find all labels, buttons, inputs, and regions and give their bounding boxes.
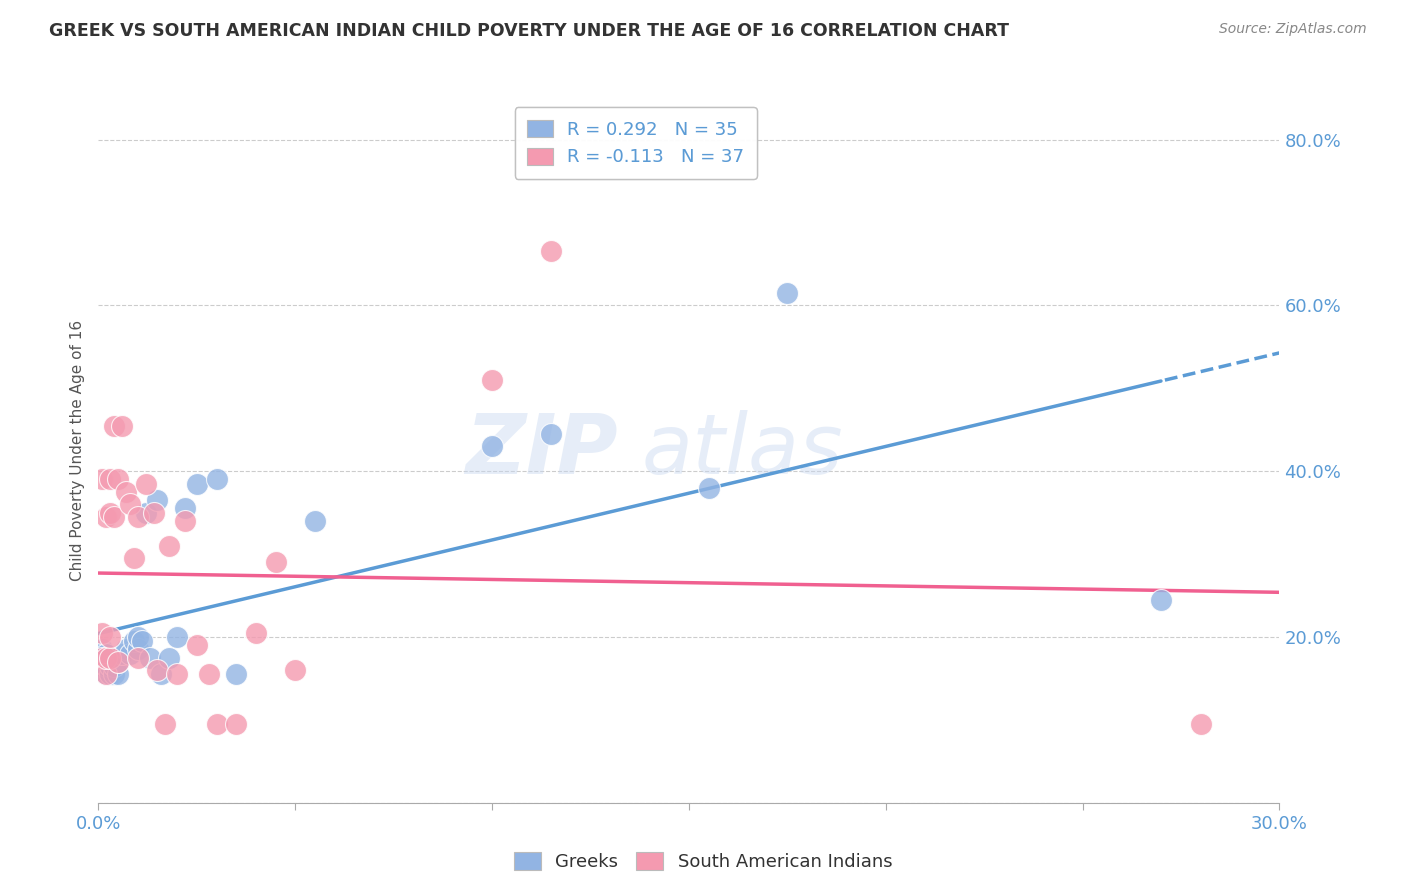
Point: [304, 514, 326, 528]
Point: [103, 667, 125, 681]
Point: [107, 667, 129, 681]
Point: [284, 663, 307, 677]
Point: [135, 476, 157, 491]
Point: [205, 473, 228, 487]
Point: [155, 717, 177, 731]
Point: [107, 655, 129, 669]
Point: [96, 659, 118, 673]
Point: [96, 647, 118, 661]
Point: [98, 650, 121, 665]
Point: [481, 439, 503, 453]
Point: [98, 650, 121, 665]
Point: [135, 506, 157, 520]
Point: [225, 717, 247, 731]
Point: [540, 244, 562, 259]
Point: [111, 647, 134, 661]
Text: Source: ZipAtlas.com: Source: ZipAtlas.com: [1219, 22, 1367, 37]
Point: [96, 650, 118, 665]
Point: [481, 373, 503, 387]
Point: [131, 634, 153, 648]
Point: [205, 717, 228, 731]
Point: [776, 285, 799, 300]
Point: [91, 625, 114, 640]
Text: atlas: atlas: [641, 410, 844, 491]
Point: [146, 663, 169, 677]
Point: [111, 418, 134, 433]
Point: [127, 650, 149, 665]
Point: [103, 509, 125, 524]
Point: [127, 642, 149, 657]
Point: [91, 473, 114, 487]
Point: [540, 426, 562, 441]
Point: [138, 650, 160, 665]
Point: [225, 667, 247, 681]
Point: [91, 642, 114, 657]
Point: [98, 473, 121, 487]
Point: [157, 539, 180, 553]
Point: [96, 667, 118, 681]
Point: [103, 659, 125, 673]
Point: [264, 555, 287, 569]
Point: [98, 659, 121, 673]
Point: [186, 476, 208, 491]
Point: [1189, 717, 1212, 731]
Point: [91, 650, 114, 665]
Point: [115, 642, 138, 657]
Legend: Greeks, South American Indians: Greeks, South American Indians: [506, 845, 900, 879]
Point: [107, 473, 129, 487]
Point: [186, 638, 208, 652]
Point: [127, 630, 149, 644]
Point: [127, 509, 149, 524]
Text: ZIP: ZIP: [465, 410, 619, 491]
Point: [115, 484, 138, 499]
Point: [142, 506, 165, 520]
Point: [166, 630, 188, 644]
Point: [157, 650, 180, 665]
Point: [174, 501, 197, 516]
Point: [146, 493, 169, 508]
Point: [197, 667, 219, 681]
Point: [174, 514, 197, 528]
Point: [96, 509, 118, 524]
Point: [1150, 592, 1173, 607]
Point: [245, 625, 267, 640]
Point: [98, 667, 121, 681]
Point: [91, 659, 114, 673]
Text: GREEK VS SOUTH AMERICAN INDIAN CHILD POVERTY UNDER THE AGE OF 16 CORRELATION CHA: GREEK VS SOUTH AMERICAN INDIAN CHILD POV…: [49, 22, 1010, 40]
Point: [122, 634, 145, 648]
Point: [107, 655, 129, 669]
Point: [103, 418, 125, 433]
Point: [166, 667, 188, 681]
Point: [118, 647, 141, 661]
Point: [697, 481, 720, 495]
Point: [118, 497, 141, 511]
Y-axis label: Child Poverty Under the Age of 16: Child Poverty Under the Age of 16: [70, 320, 86, 581]
Point: [98, 506, 121, 520]
Point: [122, 551, 145, 566]
Point: [96, 667, 118, 681]
Point: [98, 630, 121, 644]
Legend: R = 0.292   N = 35, R = -0.113   N = 37: R = 0.292 N = 35, R = -0.113 N = 37: [515, 107, 756, 179]
Point: [150, 667, 173, 681]
